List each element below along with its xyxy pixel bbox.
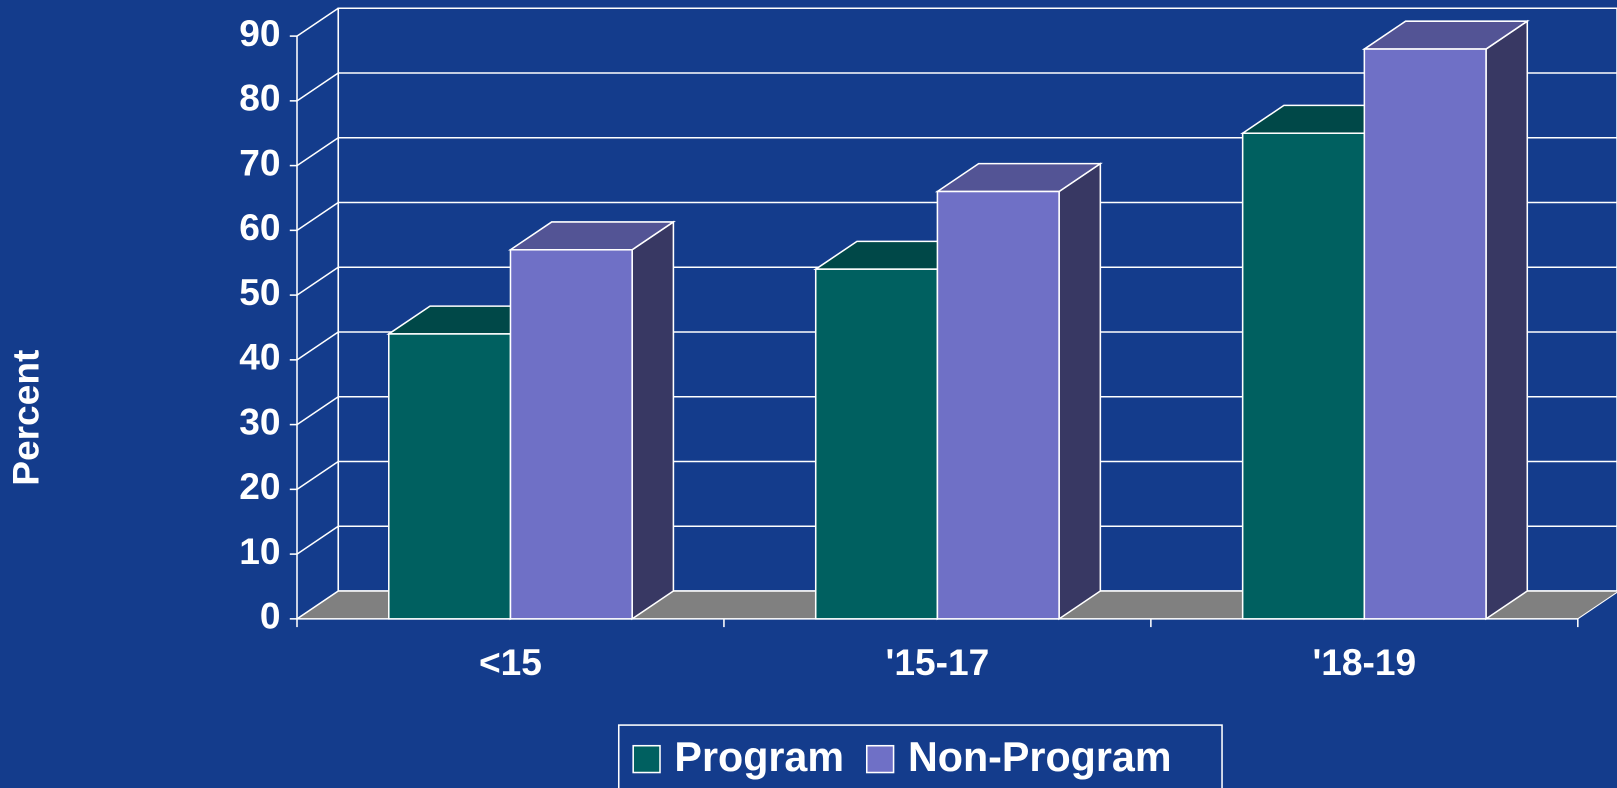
grid-line-side xyxy=(296,590,339,620)
y-tick-label: 80 xyxy=(239,77,280,119)
y-axis-label: Percent xyxy=(5,350,47,486)
bar-side xyxy=(631,220,675,621)
grid-line-side xyxy=(296,201,339,231)
bar xyxy=(936,190,1060,620)
grid-line-side xyxy=(296,266,339,296)
bar xyxy=(509,249,633,620)
y-tick-label: 70 xyxy=(239,141,280,183)
legend-swatch xyxy=(865,744,895,774)
x-tick-label: '15-17 xyxy=(886,641,990,683)
bar xyxy=(814,268,939,620)
legend-swatch xyxy=(632,744,661,774)
legend-label: Program xyxy=(674,734,844,780)
y-tick-label: 30 xyxy=(239,400,280,442)
y-tick-label: 0 xyxy=(260,595,281,637)
x-tick-label: '18-19 xyxy=(1312,641,1416,683)
grid-line-side xyxy=(296,525,339,555)
grid-line-side xyxy=(296,72,339,102)
bar-side xyxy=(1485,19,1529,621)
y-tick-label: 90 xyxy=(239,12,280,54)
bar xyxy=(1363,48,1487,620)
y-tick-label: 40 xyxy=(239,336,280,378)
grid-line-side xyxy=(296,460,339,490)
y-tick-label: 10 xyxy=(239,530,280,572)
bar-side xyxy=(1058,162,1102,621)
y-tick-label: 50 xyxy=(239,271,280,313)
x-tick-label: <15 xyxy=(479,641,542,683)
grid-line-side xyxy=(296,396,339,426)
bar xyxy=(1241,132,1366,620)
legend-label: Non-Program xyxy=(908,734,1172,780)
legend-box xyxy=(617,724,1223,788)
grid-line-side xyxy=(296,331,339,361)
y-tick-label: 60 xyxy=(239,206,280,248)
grid-line-side xyxy=(296,137,339,167)
grid-line-side xyxy=(296,7,339,37)
y-tick-label: 20 xyxy=(239,465,280,507)
bar xyxy=(388,333,512,620)
